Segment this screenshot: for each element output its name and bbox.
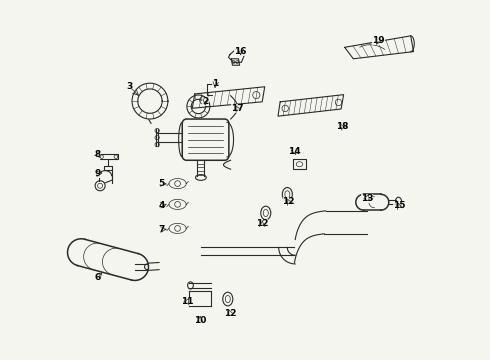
Text: 12: 12 [224,309,236,318]
Text: 12: 12 [283,197,295,206]
Text: 6: 6 [94,273,100,282]
Text: 2: 2 [202,96,209,105]
Text: 10: 10 [194,316,206,325]
Text: 9: 9 [95,169,101,178]
Text: 19: 19 [372,36,385,45]
Text: 3: 3 [126,82,133,91]
Text: 15: 15 [393,201,405,210]
Text: 16: 16 [234,47,247,56]
Text: 1: 1 [213,79,219,88]
Text: 5: 5 [159,179,165,188]
Text: 14: 14 [288,147,301,156]
Text: 17: 17 [231,104,244,113]
Text: 12: 12 [256,219,269,228]
Text: 8: 8 [95,150,101,159]
Text: 18: 18 [336,122,349,131]
Text: 11: 11 [181,297,193,306]
Text: 4: 4 [159,201,165,210]
Text: 13: 13 [361,194,373,203]
Text: 7: 7 [159,225,165,234]
